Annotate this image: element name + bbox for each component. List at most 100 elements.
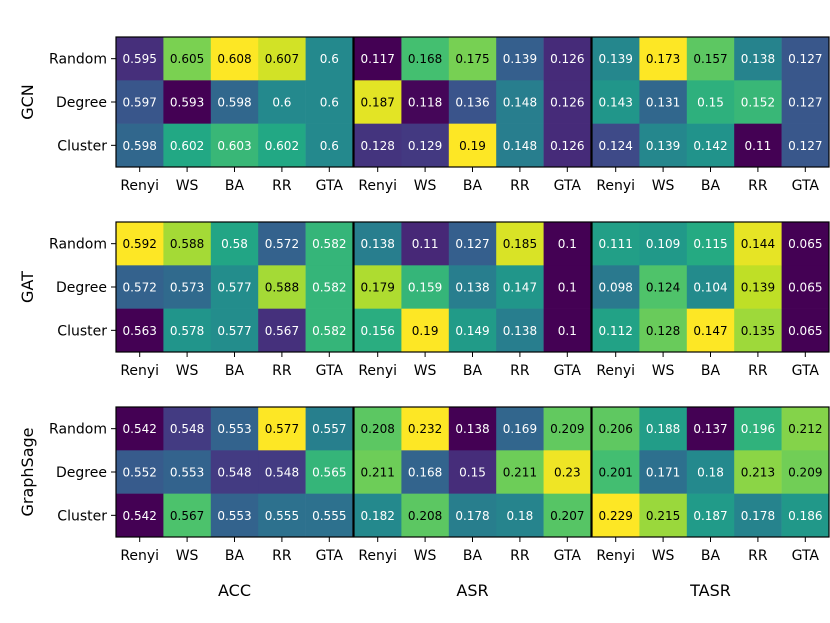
cell-value-label: 0.168 [408, 52, 442, 66]
heatmap-cell [354, 265, 402, 309]
x-tick-label-ws: WS [652, 548, 675, 564]
heatmap-cell [354, 308, 402, 353]
cell-value-label: 0.109 [646, 237, 680, 251]
cell-value-label: 0.156 [361, 324, 395, 338]
panel-gat-asr: 0.138 0.11 0.127 0.185 0.1 0.179 0.159 0.138 0.1… [353, 221, 592, 379]
heatmap-cell [210, 265, 259, 309]
heatmap-cell [448, 37, 497, 81]
cell-value-label: 0.138 [361, 237, 395, 251]
y-tick-label-random: Random [49, 237, 107, 253]
cell-value-label: 0.112 [599, 324, 633, 338]
x-tick-label-rr: RR [510, 363, 530, 379]
cell-value-label: 0.178 [455, 509, 489, 523]
heatmap-cell [401, 222, 450, 266]
cell-value-label: 0.18 [697, 466, 724, 480]
x-tick-label-ws: WS [414, 178, 437, 194]
cell-value-label: 0.58 [221, 237, 248, 251]
panel-gcn-acc: 0.595 0.605 0.608 0.607 0.6 0.597 0.593 0.598 0.… [49, 36, 354, 194]
cell-value-label: 0.124 [646, 281, 680, 295]
heatmap-cell [116, 222, 164, 266]
cell-value-label: 0.139 [646, 139, 680, 153]
x-tick-label-renyi: Renyi [120, 178, 159, 194]
heatmap-cell [543, 37, 592, 81]
panel-gat-acc: 0.592 0.588 0.58 0.572 0.582 0.572 0.573 0.577 0… [49, 221, 354, 379]
cell-value-label: 0.171 [646, 466, 680, 480]
cell-value-label: 0.128 [646, 324, 680, 338]
cell-value-label: 0.138 [455, 281, 489, 295]
x-tick-label-renyi: Renyi [358, 178, 397, 194]
panel-graphsage-acc: 0.542 0.548 0.553 0.577 0.557 0.552 0.553 0.548… [49, 406, 354, 564]
cell-value-label: 0.212 [788, 422, 822, 436]
heatmap-cell [210, 80, 259, 124]
heatmap-cell [305, 80, 354, 124]
y-tick-label-cluster: Cluster [57, 323, 107, 339]
cell-value-label: 0.065 [788, 324, 822, 338]
heatmap-cell [163, 450, 212, 494]
cell-value-label: 0.136 [455, 96, 489, 110]
heatmap-cell [781, 37, 830, 81]
x-tick-label-gta: GTA [316, 548, 344, 564]
cell-value-label: 0.152 [741, 96, 775, 110]
x-tick-label-ba: BA [463, 363, 483, 379]
cell-value-label: 0.15 [697, 96, 724, 110]
heatmap-cell [686, 80, 735, 124]
heatmap-cell [258, 265, 306, 309]
heatmap-cell [781, 265, 830, 309]
heatmap-cell [639, 80, 688, 124]
heatmap-cell [401, 450, 450, 494]
heatmap-cell [543, 407, 592, 451]
heatmap-cell [686, 222, 735, 266]
cell-value-label: 0.138 [503, 324, 537, 338]
x-tick-label-renyi: Renyi [596, 548, 635, 564]
cell-value-label: 0.143 [599, 96, 633, 110]
cell-value-label: 0.592 [123, 237, 157, 251]
heatmap-cell [401, 37, 450, 81]
x-tick-label-ws: WS [652, 363, 675, 379]
heatmap-cell [543, 450, 592, 494]
cell-value-label: 0.148 [503, 96, 537, 110]
cell-value-label: 0.602 [170, 139, 204, 153]
heatmap-cell [543, 80, 592, 124]
column-group-title-tasr: TASR [689, 581, 731, 600]
cell-value-label: 0.182 [361, 509, 395, 523]
heatmap-cell [639, 493, 688, 538]
x-tick-label-renyi: Renyi [358, 548, 397, 564]
heatmap-cell [592, 308, 640, 353]
cell-value-label: 0.567 [265, 324, 299, 338]
heatmap-cell [210, 222, 259, 266]
heatmap-cell [305, 493, 354, 538]
cell-value-label: 0.139 [741, 281, 775, 295]
cell-value-label: 0.572 [265, 237, 299, 251]
cell-value-label: 0.137 [693, 422, 727, 436]
panel-gat-tasr: 0.111 0.109 0.115 0.144 0.065 0.098 0.124 0.104… [591, 221, 830, 379]
x-tick-label-rr: RR [748, 178, 768, 194]
x-tick-label-gta: GTA [316, 178, 344, 194]
panel-gcn-asr: 0.117 0.168 0.175 0.139 0.126 0.187 0.118 0.136… [353, 36, 592, 194]
cell-value-label: 0.565 [312, 466, 346, 480]
heatmap-cell [781, 123, 830, 168]
heatmap-cell [686, 37, 735, 81]
heatmap-cell [258, 308, 306, 353]
x-tick-label-renyi: Renyi [596, 363, 635, 379]
heatmap-cell [354, 123, 402, 168]
heatmap-cell [496, 123, 544, 168]
cell-value-label: 0.115 [693, 237, 727, 251]
cell-value-label: 0.127 [455, 237, 489, 251]
cell-value-label: 0.206 [599, 422, 633, 436]
row-group-title-gcn: GCN [18, 84, 37, 120]
cell-value-label: 0.126 [550, 52, 584, 66]
x-tick-label-gta: GTA [316, 363, 344, 379]
cell-value-label: 0.208 [361, 422, 395, 436]
cell-value-label: 0.127 [788, 139, 822, 153]
heatmap-cell [116, 37, 164, 81]
heatmap-cell [305, 407, 354, 451]
cell-value-label: 0.608 [217, 52, 251, 66]
cell-value-label: 0.157 [693, 52, 727, 66]
heatmap-cell [163, 308, 212, 353]
heatmap-cell [210, 407, 259, 451]
cell-value-label: 0.548 [217, 466, 251, 480]
cell-value-label: 0.577 [217, 281, 251, 295]
y-tick-label-degree: Degree [56, 280, 107, 296]
cell-value-label: 0.213 [741, 466, 775, 480]
heatmap-cell [163, 265, 212, 309]
